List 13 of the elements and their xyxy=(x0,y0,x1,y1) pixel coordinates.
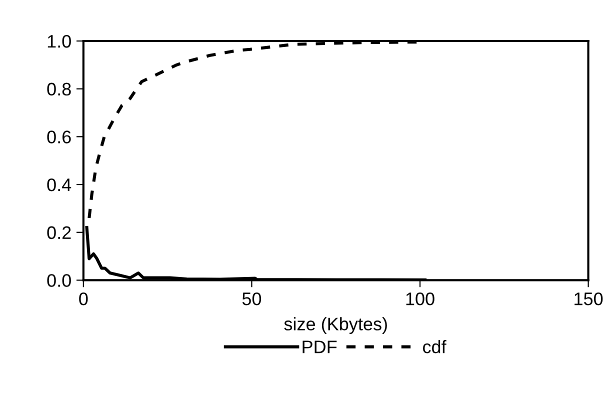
y-tick-label: 0.4 xyxy=(47,178,72,192)
x-tick-label: 150 xyxy=(574,292,603,306)
y-tick-label: 1.0 xyxy=(48,34,71,48)
y-tick-label: 0.2 xyxy=(47,226,71,240)
x-tick-label: 100 xyxy=(406,292,434,306)
y-tick-label: 0.6 xyxy=(47,130,71,144)
legend-label: PDF xyxy=(302,340,337,354)
x-tick-label: 50 xyxy=(242,292,262,306)
y-tick-label: 0.8 xyxy=(47,82,71,96)
legend-label: cdf xyxy=(422,340,446,354)
y-tick-label: 0.0 xyxy=(47,274,71,287)
x-tick-label: 0 xyxy=(79,292,88,306)
x-axis-title: size (Kbytes) xyxy=(284,317,387,334)
